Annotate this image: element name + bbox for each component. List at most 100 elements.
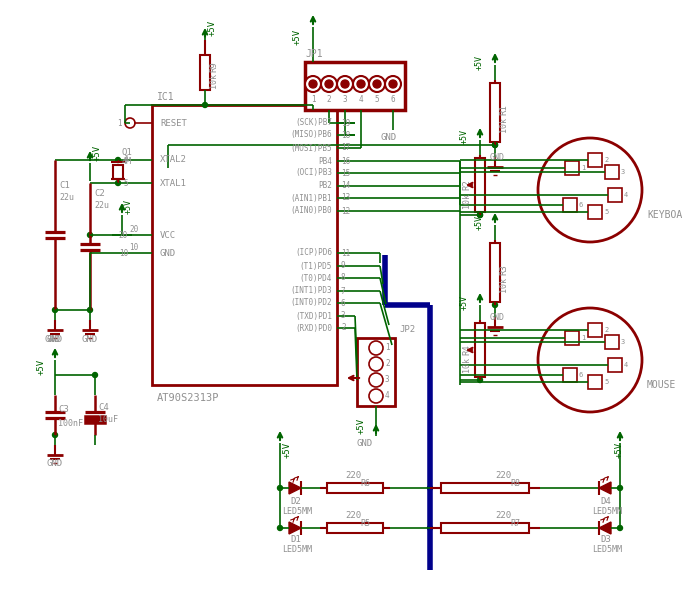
Text: GND: GND (45, 336, 61, 344)
Circle shape (88, 233, 92, 238)
Circle shape (493, 142, 497, 147)
Circle shape (116, 181, 121, 185)
Circle shape (53, 433, 58, 438)
Circle shape (493, 142, 497, 147)
Text: D2: D2 (290, 498, 301, 507)
Text: 5: 5 (604, 209, 608, 215)
Circle shape (337, 76, 353, 92)
Text: GND: GND (490, 313, 505, 322)
Polygon shape (289, 522, 301, 534)
Polygon shape (599, 482, 611, 494)
Text: 4: 4 (123, 156, 128, 164)
Text: (T1)PD5: (T1)PD5 (299, 262, 332, 270)
Text: 2: 2 (327, 96, 332, 104)
Bar (490, 83, 500, 142)
Text: 1: 1 (311, 96, 315, 104)
Text: GND: GND (490, 153, 505, 162)
Circle shape (369, 389, 383, 403)
Text: 6: 6 (579, 372, 583, 378)
Text: R6: R6 (360, 479, 370, 487)
Text: +5V: +5V (475, 215, 484, 230)
Text: 4: 4 (385, 391, 390, 401)
Circle shape (353, 76, 369, 92)
Bar (152, 105, 337, 385)
Circle shape (309, 80, 317, 88)
Text: LED5MM: LED5MM (282, 507, 312, 516)
Text: 9: 9 (341, 262, 346, 270)
Text: KEYBOA: KEYBOA (647, 210, 682, 220)
Text: R2: R2 (462, 179, 471, 190)
Text: 11: 11 (341, 248, 350, 258)
Text: 20: 20 (119, 230, 128, 239)
Text: 3: 3 (621, 339, 625, 345)
Bar (605, 165, 619, 179)
Text: 3: 3 (621, 169, 625, 175)
Text: 10: 10 (129, 244, 138, 253)
Circle shape (477, 213, 482, 218)
Text: LED5MM: LED5MM (282, 545, 312, 554)
Text: 22u: 22u (94, 201, 109, 210)
Text: +5V: +5V (460, 295, 469, 310)
Text: XTAL1: XTAL1 (160, 179, 187, 187)
Text: +5V: +5V (283, 442, 292, 458)
Text: GND: GND (381, 133, 397, 142)
Text: 6: 6 (390, 96, 395, 104)
Bar (588, 323, 602, 337)
Circle shape (369, 76, 385, 92)
Text: (SCK)PB7: (SCK)PB7 (295, 119, 332, 127)
Text: 10k: 10k (499, 118, 508, 133)
Text: +5V: +5V (93, 145, 102, 161)
Text: (ICP)PD6: (ICP)PD6 (295, 248, 332, 258)
Text: XTAL2: XTAL2 (160, 156, 187, 164)
Text: GND: GND (82, 336, 98, 344)
Text: (TXD)PD1: (TXD)PD1 (295, 311, 332, 321)
Bar (441, 483, 529, 493)
Text: 14: 14 (341, 182, 350, 190)
Text: (MOSI)PB5: (MOSI)PB5 (290, 144, 332, 153)
Text: 5: 5 (375, 96, 379, 104)
Text: 1: 1 (581, 335, 585, 341)
Text: R5: R5 (360, 519, 370, 527)
Bar (565, 161, 579, 175)
Text: 220: 220 (345, 470, 361, 479)
Text: 2: 2 (385, 359, 390, 368)
Text: 10k: 10k (462, 193, 471, 207)
Circle shape (277, 485, 282, 490)
Text: 13: 13 (341, 193, 350, 202)
Circle shape (321, 76, 337, 92)
Text: D4: D4 (600, 498, 611, 507)
Circle shape (369, 341, 383, 355)
Circle shape (373, 80, 381, 88)
Bar (475, 323, 485, 377)
Text: R9: R9 (209, 62, 218, 72)
Bar (608, 358, 622, 372)
Text: 6: 6 (579, 202, 583, 208)
Text: (MISO)PB6: (MISO)PB6 (290, 130, 332, 139)
Circle shape (203, 102, 208, 107)
Text: R8: R8 (510, 479, 520, 487)
Circle shape (92, 373, 97, 378)
Text: (INT1)PD3: (INT1)PD3 (290, 287, 332, 296)
Text: (T0)PD4: (T0)PD4 (299, 273, 332, 282)
Text: (OCI)PB3: (OCI)PB3 (295, 168, 332, 178)
Text: +5V: +5V (357, 418, 366, 434)
Polygon shape (599, 522, 611, 534)
Text: 5: 5 (604, 379, 608, 385)
Circle shape (493, 302, 497, 307)
Text: 4: 4 (359, 96, 363, 104)
Bar (441, 523, 529, 533)
Text: 3: 3 (385, 376, 390, 384)
Bar (327, 483, 383, 493)
Text: GND: GND (47, 459, 63, 467)
Bar (85, 416, 105, 423)
Circle shape (617, 485, 623, 490)
Bar (608, 188, 622, 202)
Circle shape (357, 80, 365, 88)
Circle shape (88, 307, 92, 313)
Bar (563, 368, 577, 382)
Text: +5V: +5V (208, 20, 217, 36)
Text: 10: 10 (119, 248, 128, 258)
Text: (INT0)PD2: (INT0)PD2 (290, 299, 332, 307)
Bar (588, 153, 602, 167)
Circle shape (477, 378, 482, 382)
